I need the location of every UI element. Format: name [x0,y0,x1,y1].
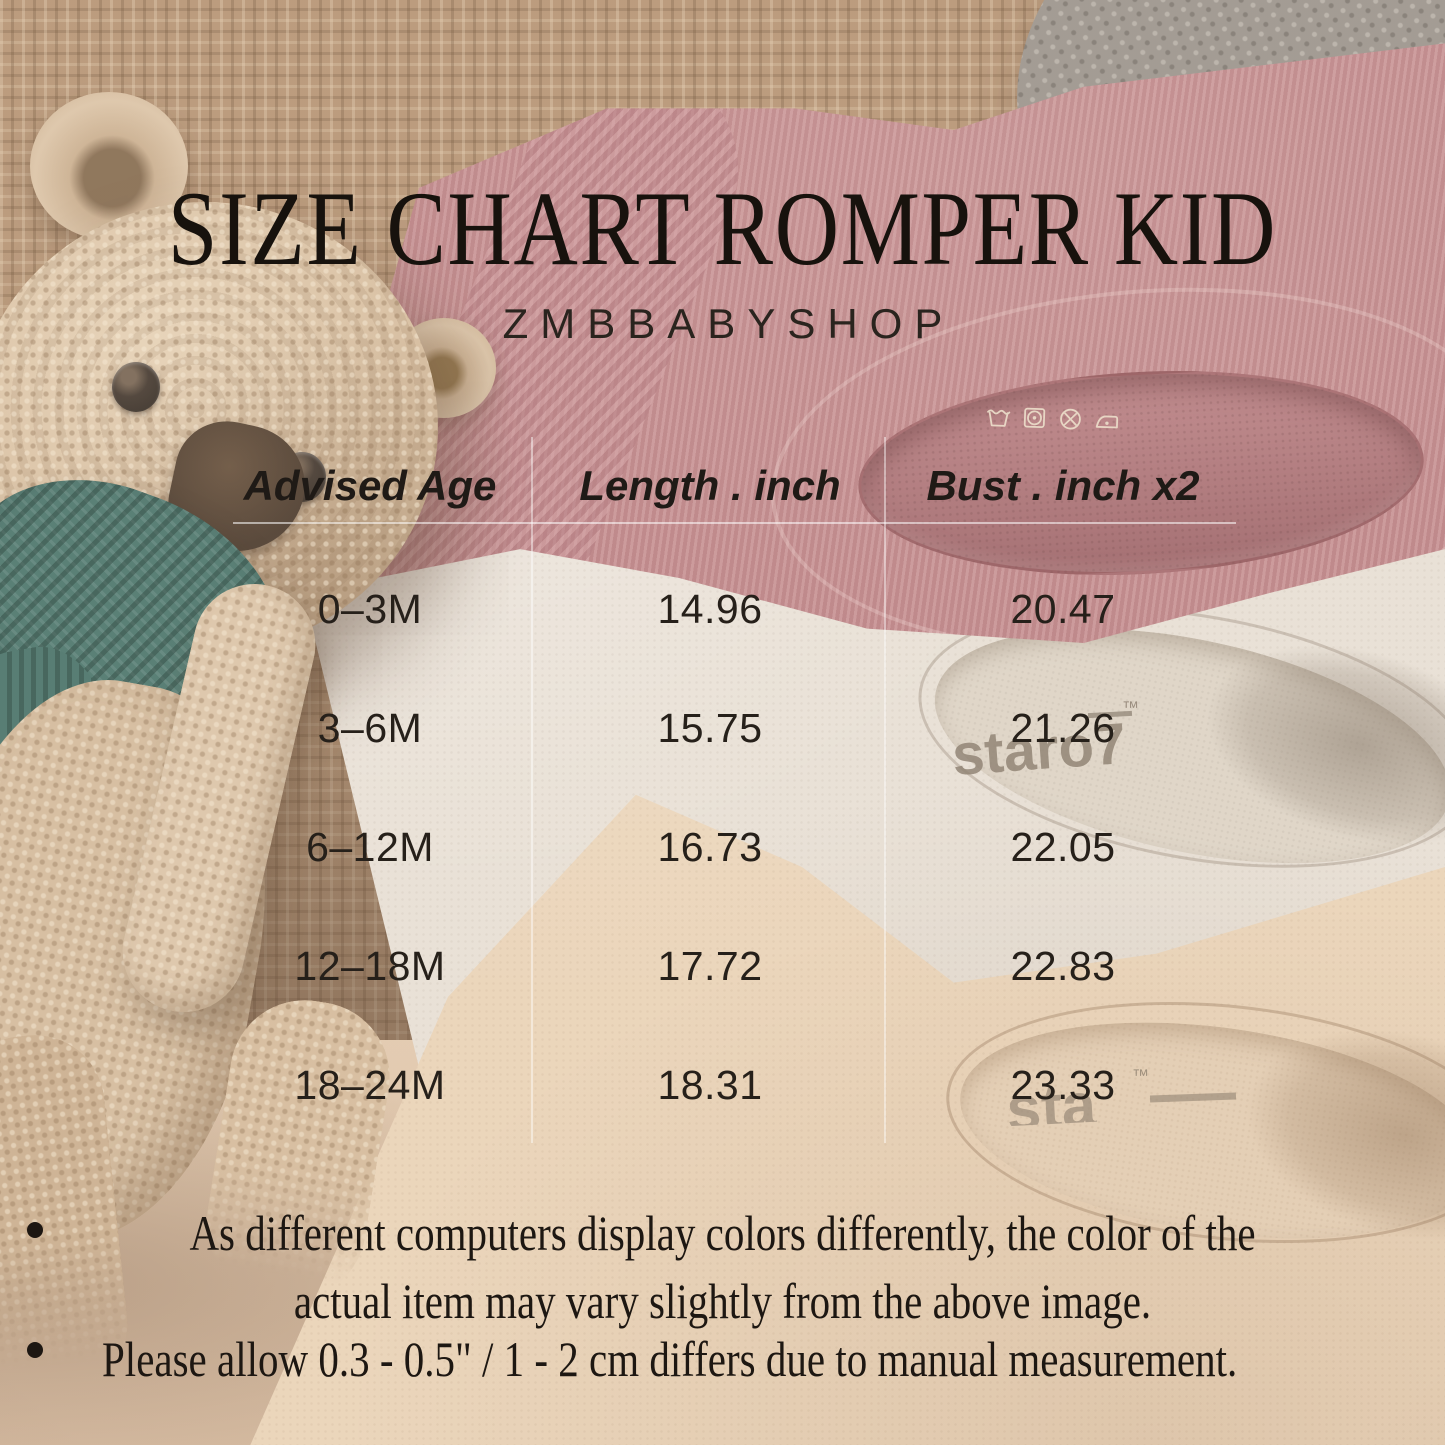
trademark-symbol: ™ [1132,1066,1149,1085]
table-row: 18–24M 18.31 23.33 [205,1026,1241,1145]
care-label-icons [985,403,1121,435]
table-row: 0–3M 14.96 20.47 [205,550,1241,669]
cell-bust: 21.26 [1010,705,1116,751]
table-row: 12–18M 17.72 22.83 [205,907,1241,1026]
table-header-divider [233,522,1236,524]
cell-age: 18–24M [294,1062,446,1108]
table-column-divider [884,437,886,1143]
page-title: SIZE CHART ROMPER KID [167,170,1278,287]
cell-age: 12–18M [294,943,446,989]
cell-length: 14.96 [657,586,763,632]
cell-age: 6–12M [306,824,434,870]
cell-age: 3–6M [317,705,423,751]
column-header-length-inch: Length . inch [579,462,841,509]
iron-icon [1095,415,1119,429]
wash-tub-icon [987,409,1011,427]
trademark-symbol: ™ [1122,698,1139,717]
cell-length: 15.75 [657,705,763,751]
table-row: 3–6M 15.75 21.26 [205,669,1241,788]
table-row: 6–12M 16.73 22.05 [205,788,1241,907]
note-color-disclaimer-line1: As different computers display colors di… [189,1205,1256,1261]
cell-bust: 22.05 [1010,824,1116,870]
note-measurement-disclaimer: Please allow 0.3 - 0.5" / 1 - 2 cm diffe… [102,1331,1238,1387]
cell-age: 0–3M [317,586,423,632]
do-not-dry-clean-icon [1060,408,1081,430]
column-header-advised-age: Advised Age [243,462,497,509]
table-column-divider [531,437,533,1143]
cell-length: 18.31 [657,1062,763,1108]
table-header-row: Advised Age Length . inch Bust . inch x2 [205,450,1241,522]
cell-length: 17.72 [657,943,763,989]
table-body: 0–3M 14.96 20.47 3–6M 15.75 21.26 6–12M … [205,550,1241,1145]
brand-subtitle: ZMBBABYSHOP [502,300,955,347]
cell-bust: 22.83 [1010,943,1116,989]
cell-length: 16.73 [657,824,763,870]
size-chart-table: Advised Age Length . inch Bust . inch x2… [205,450,1241,1145]
tumble-dry-icon [1023,407,1046,429]
column-header-bust-inch: Bust . inch x2 [926,462,1200,509]
note-color-disclaimer-line2: actual item may vary slightly from the a… [293,1273,1152,1329]
cell-bust: 20.47 [1010,586,1116,632]
note-bullet [27,1342,43,1358]
note-bullet [27,1222,43,1238]
cell-bust: 23.33 [1010,1062,1116,1108]
